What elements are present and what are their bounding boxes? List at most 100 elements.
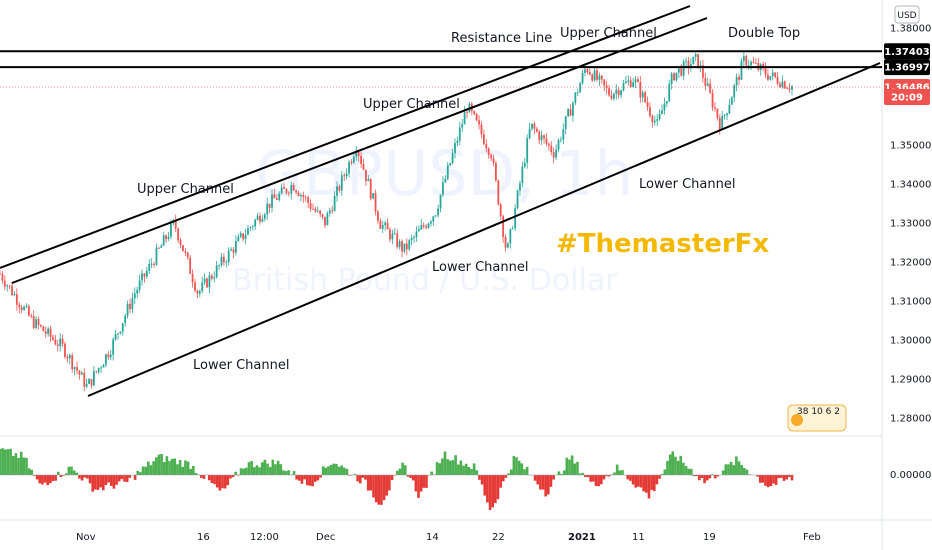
price-axis[interactable]: 1.38000 1.35000 1.34000 1.33000 1.32000 1.310…: [890, 24, 931, 482]
candle-body: [8, 285, 11, 287]
candle-body: [485, 144, 488, 149]
osc-bar: [165, 456, 169, 475]
osc-bar: [740, 464, 743, 475]
osc-bar: [589, 475, 592, 482]
candle-body: [574, 92, 577, 104]
osc-bar: [419, 475, 423, 492]
candle-body: [791, 86, 793, 90]
candle-body: [622, 83, 625, 91]
osc-bar: [157, 454, 161, 475]
candle-body: [697, 54, 700, 68]
osc-bar: [679, 455, 683, 475]
osc-bar: [102, 475, 105, 491]
candle-body: [374, 193, 377, 212]
osc-bar: [403, 465, 407, 475]
osc-bar: [639, 475, 643, 488]
indicator-badge[interactable]: 38 10 6 2: [787, 404, 847, 432]
candle-body: [726, 113, 728, 116]
candle-body: [235, 241, 237, 253]
osc-bar: [578, 473, 582, 475]
candle-body: [263, 214, 266, 219]
osc-bar: [298, 475, 301, 481]
candle-body: [588, 72, 591, 75]
osc-bar: [329, 464, 333, 475]
osc-bar: [610, 474, 614, 475]
price-label-text: 1.36997: [884, 63, 930, 74]
candle-body: [389, 229, 391, 240]
candle-body: [735, 76, 738, 86]
candle-body: [324, 216, 326, 226]
osc-bar: [308, 475, 312, 486]
osc-bar: [462, 465, 465, 475]
candle-body: [215, 265, 218, 278]
osc-bar: [303, 475, 306, 480]
osc-bar: [690, 468, 693, 475]
osc-bar: [237, 475, 240, 476]
candle-body: [610, 95, 613, 99]
osc-bar: [109, 475, 113, 486]
osc-bar: [231, 475, 235, 478]
osc-bar: [735, 456, 738, 475]
osc-bar: [697, 475, 701, 481]
candle-body: [350, 161, 353, 163]
osc-bar: [128, 475, 132, 478]
osc-bar: [541, 475, 545, 490]
candle-body: [47, 328, 50, 334]
osc-bar: [663, 469, 667, 475]
candle-body: [157, 247, 160, 249]
candle-body: [545, 138, 548, 144]
osc-bar: [533, 475, 537, 481]
currency-button[interactable]: USD: [894, 5, 920, 24]
candle-body: [576, 92, 579, 94]
candle-body: [297, 192, 300, 197]
candle-body: [218, 265, 220, 266]
candle-body: [444, 178, 447, 183]
candle-body: [68, 355, 71, 359]
osc-bar: [557, 471, 561, 475]
time-axis[interactable]: Nov 16 12:00 Dec 14 22 2021 11 19 Feb: [76, 532, 821, 543]
candle-body: [458, 127, 461, 141]
candle-body: [11, 285, 13, 296]
osc-bar: [30, 469, 34, 475]
candle-body: [502, 216, 505, 237]
candle-body: [37, 319, 40, 325]
lower-channel-line[interactable]: [87, 62, 881, 397]
osc-bar: [480, 475, 484, 485]
candle-body: [247, 228, 249, 235]
candle-body: [357, 152, 360, 156]
drawing-lines[interactable]: [0, 5, 882, 397]
candle-body: [42, 326, 45, 332]
candle-body: [133, 293, 136, 299]
candle-body: [519, 183, 521, 191]
y-tick-label: 1.29000: [890, 375, 931, 386]
x-tick-label: 14: [426, 532, 439, 543]
osc-bar: [361, 475, 365, 478]
candle-body: [259, 215, 261, 222]
osc-bar: [494, 475, 497, 504]
osc-bar: [430, 471, 434, 475]
osc-bar: [472, 463, 476, 475]
osc-bar: [83, 475, 87, 478]
osc-bar: [631, 475, 635, 485]
osc-bar: [104, 475, 108, 486]
candle-body: [776, 76, 779, 84]
osc-bar: [332, 463, 336, 475]
candle-body: [143, 273, 146, 277]
candle-body: [509, 228, 512, 244]
candle-body: [302, 194, 305, 198]
osc-bar: [282, 470, 285, 475]
candle-body: [191, 273, 194, 283]
candle-body: [249, 227, 252, 229]
osc-bar: [470, 468, 473, 475]
osc-bar: [780, 475, 783, 478]
upper-channel-line[interactable]: [0, 5, 691, 269]
candle-body: [591, 74, 594, 81]
upper-channel-line[interactable]: [11, 17, 708, 284]
candle-body: [237, 236, 240, 242]
osc-bar: [372, 475, 375, 498]
osc-bar: [629, 475, 632, 481]
candle-body: [148, 263, 151, 271]
osc-bar: [597, 475, 600, 487]
annotation-text: Upper Channel: [363, 97, 460, 112]
